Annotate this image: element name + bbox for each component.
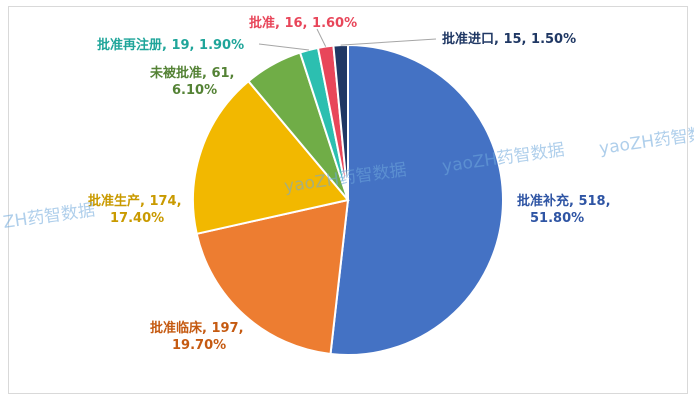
slice-labels: 批准补充, 518, 51.80% 批准临床, 197, 19.70% 批准生产, 17… [88,15,611,353]
pie-slice [195,198,350,356]
watermark: ZH药智数据 [2,200,96,233]
leader-line [316,28,327,47]
data-label: 批准进口, 15, 1.50% [442,31,576,47]
watermark: yaoZH药智数据 [598,122,694,159]
leader-lines [258,28,437,51]
data-label: 批准生产, 174, 17.40% [88,193,182,226]
data-label: 批准临床, 197, 19.70% [150,320,244,353]
data-label: 批准, 16, 1.60% [249,15,357,31]
pie-slice [192,79,350,236]
data-label: 未被批准, 61, 6.10% [149,65,235,98]
data-label: 批准补充, 518, 51.80% [517,193,611,226]
pie-slice [329,43,504,356]
data-label: 批准再注册, 19, 1.90% [97,37,244,53]
pie-slices [192,43,504,356]
leader-line [340,38,437,46]
leader-line [258,43,310,51]
